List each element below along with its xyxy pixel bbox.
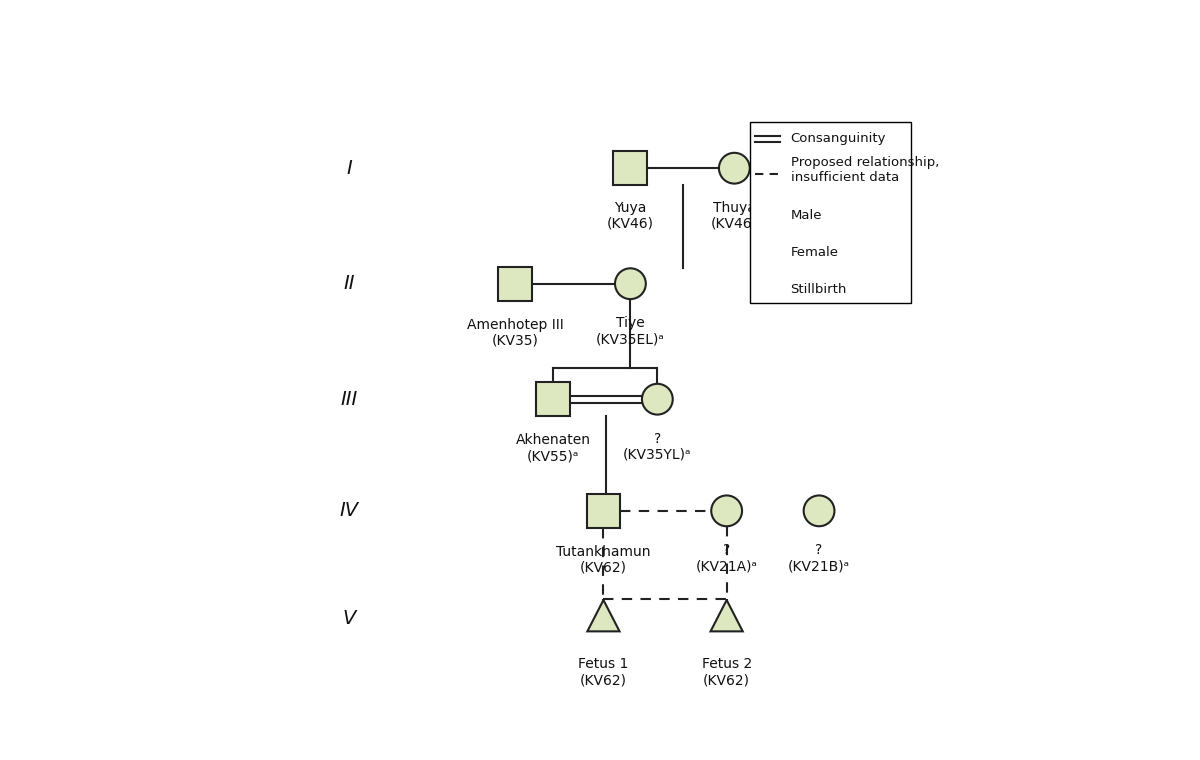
Text: Thuya
(KV46): Thuya (KV46) [710,201,758,231]
Bar [498,267,532,301]
Text: Male: Male [791,210,822,223]
Text: II: II [343,274,355,293]
Bar [587,494,620,527]
Text: Female: Female [791,246,839,259]
Text: ?
(KV35YL)ᵃ: ? (KV35YL)ᵃ [623,432,691,462]
Bar [757,206,778,226]
Text: Consanguinity: Consanguinity [791,132,886,145]
Text: Yuya
(KV46): Yuya (KV46) [607,201,654,231]
Circle shape [804,496,834,526]
Circle shape [616,268,646,299]
Text: V: V [343,610,356,629]
Text: Fetus 1
(KV62): Fetus 1 (KV62) [578,657,629,687]
Text: Stillbirth: Stillbirth [791,283,847,296]
Text: Fetus 2
(KV62): Fetus 2 (KV62) [702,657,751,687]
Text: Amenhotep III
(KV35): Amenhotep III (KV35) [467,318,563,348]
Bar [536,382,570,416]
Text: Tiye
(KV35EL)ᵃ: Tiye (KV35EL)ᵃ [596,316,665,347]
Circle shape [758,244,776,262]
Text: IV: IV [340,502,359,521]
Text: ?
(KV21B)ᵃ: ? (KV21B)ᵃ [788,543,850,573]
Bar [613,151,647,185]
Polygon shape [758,278,776,296]
Text: III: III [341,390,358,409]
Text: ?
(KV21A)ᵃ: ? (KV21A)ᵃ [696,543,757,573]
Text: Akhenaten
(KV55)ᵃ: Akhenaten (KV55)ᵃ [516,433,590,464]
Circle shape [642,384,673,415]
Text: Proposed relationship,
insufficient data: Proposed relationship, insufficient data [791,156,938,184]
Circle shape [719,153,750,184]
Bar [750,122,912,303]
Polygon shape [587,600,619,632]
Circle shape [712,496,742,526]
Text: Tutankhamun
(KV62): Tutankhamun (KV62) [557,545,650,575]
Text: I: I [347,159,353,178]
Polygon shape [710,600,743,632]
